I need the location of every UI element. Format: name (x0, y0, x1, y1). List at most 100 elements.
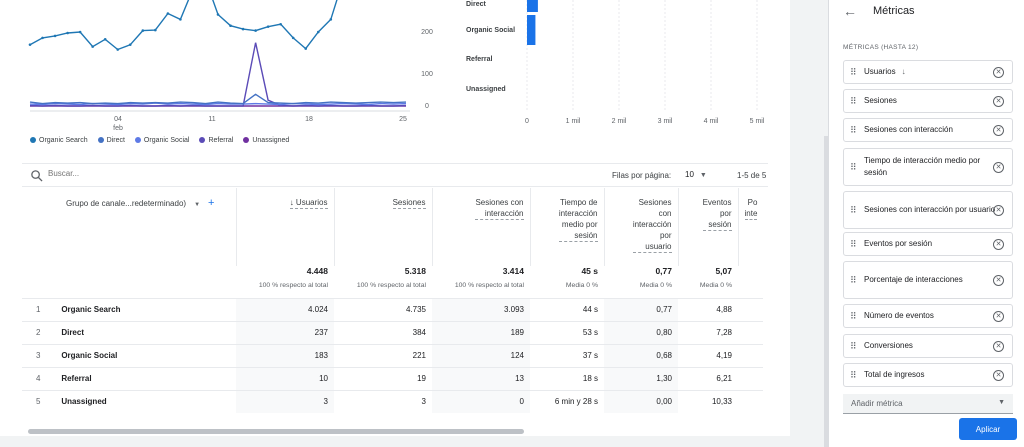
column-header[interactable]: Sesiones (333, 188, 432, 266)
legend-item[interactable]: Organic Search (30, 137, 88, 144)
table-cell: 4,19 (678, 343, 738, 367)
legend-item[interactable]: Direct (97, 137, 125, 144)
total-cell: 4.448 100 % respecto al total (236, 266, 334, 298)
metric-chip[interactable]: ⠿ Sesiones con interacción por usuario ✕ (843, 191, 1013, 229)
report-area: 04 feb 11 18 25 200 100 0 0 1 mil 2 mil 3 mil 4 mil 5… (0, 0, 790, 436)
table-cell: 3 (236, 389, 334, 413)
drag-handle-icon[interactable]: ⠿ (850, 275, 857, 285)
data-point (116, 48, 120, 51)
metric-chip[interactable]: ⠿ Sesiones ✕ (843, 89, 1013, 113)
drag-handle-icon[interactable]: ⠿ (850, 311, 857, 321)
table-row[interactable]: 4 Referral 10 19 13 18 s 1,30 6,21 (22, 366, 764, 390)
table-cell: 0 (432, 389, 530, 413)
pagination-text: 1-5 de 5 (737, 171, 767, 180)
drag-handle-icon[interactable]: ⠿ (850, 341, 857, 351)
row-index: 1 (22, 297, 54, 321)
metric-chip-label: Sesiones con interacción por usuario (864, 205, 996, 214)
metric-chip[interactable]: ⠿ Total de ingresos ✕ (843, 363, 1013, 387)
drag-handle-icon[interactable]: ⠿ (850, 239, 857, 249)
x-tick-label: 18 (305, 116, 313, 123)
legend-dot-icon (134, 137, 141, 143)
chevron-down-icon: ▼ (998, 399, 1005, 406)
table-cell: 0,80 (604, 320, 678, 344)
column-header[interactable]: Tiempo de interacción medio por sesión (529, 188, 604, 266)
drag-handle-icon[interactable]: ⠿ (850, 96, 857, 106)
column-header[interactable]: Po inte (737, 188, 764, 266)
total-cell: 5,07 Media 0 % (678, 266, 738, 298)
table-row[interactable]: 1 Organic Search 4.024 4.735 3.093 44 s 0,77 4,… (22, 297, 764, 321)
total-value: 5,07 (715, 266, 732, 276)
vertical-scrollbar[interactable] (824, 136, 828, 447)
series-line-referral (29, 42, 407, 107)
legend-item[interactable]: Referral (199, 137, 233, 144)
table-cell: 4,88 (678, 297, 738, 321)
add-metric-select[interactable]: Añadir métrica ▼ (843, 394, 1013, 414)
metric-chip[interactable]: ⠿ Número de eventos ✕ (843, 304, 1013, 328)
horizontal-scrollbar[interactable] (28, 429, 524, 434)
bar-x-tick-label: 2 mil (612, 118, 627, 125)
column-header[interactable]: Sesiones con interacción (431, 188, 530, 266)
legend-label: Organic Search (39, 137, 88, 144)
metric-chip-label: Usuarios (864, 67, 896, 76)
remove-icon[interactable]: ✕ (993, 310, 1004, 322)
bar-category-label: Referral (466, 56, 493, 63)
drag-handle-icon[interactable]: ⠿ (850, 125, 857, 135)
bar-organic-social (527, 15, 536, 45)
metric-chip[interactable]: ⠿ Sesiones con interacción ✕ (843, 118, 1013, 142)
table-cell: 10,33 (678, 389, 738, 413)
table-row[interactable]: 3 Organic Social 183 221 124 37 s 0,68 4,19 (22, 343, 764, 367)
column-header-label: Tiempo de interacción medio por sesión (558, 198, 598, 242)
remove-icon[interactable]: ✕ (993, 204, 1004, 216)
data-point (216, 13, 220, 16)
data-point (41, 36, 44, 40)
table-cell: 189 (432, 320, 530, 344)
column-header-label: Eventos por sesión (702, 198, 732, 231)
row-dimension: Direct (53, 320, 236, 344)
back-arrow-icon[interactable]: ← (843, 3, 857, 19)
data-point (53, 34, 57, 38)
data-point (241, 27, 245, 31)
table-row[interactable]: 5 Unassigned 3 3 0 6 min y 28 s 0,00 10,33 (22, 389, 764, 413)
data-point (304, 47, 308, 50)
data-point (103, 38, 107, 41)
column-header[interactable]: ↓ Usuarios (235, 188, 334, 266)
total-cell: 3.414 100 % respecto al total (432, 266, 530, 298)
remove-icon[interactable]: ✕ (993, 274, 1004, 286)
remove-icon[interactable]: ✕ (993, 238, 1004, 250)
metric-chip[interactable]: ⠿ Usuarios ↓ ✕ (843, 60, 1013, 84)
metric-chip[interactable]: ⠿ Eventos por sesión ✕ (843, 232, 1013, 256)
column-header-label: Sesiones con interacción (475, 198, 524, 220)
metric-chip[interactable]: ⠿ Tiempo de interacción medio por sesión ✕ (843, 148, 1013, 186)
dimension-header[interactable]: Grupo de canale...redeterminado) ▼ + (22, 188, 236, 266)
table-row[interactable]: 2 Direct 237 384 189 53 s 0,80 7,28 (22, 320, 764, 344)
add-dimension-icon[interactable]: + (208, 197, 215, 209)
remove-icon[interactable]: ✕ (993, 124, 1004, 136)
column-header-label: Sesiones con interacción por usuario (632, 198, 672, 253)
legend-item[interactable]: Organic Social (134, 137, 189, 144)
total-subtitle: 100 % respecto al total (258, 282, 328, 289)
search-input[interactable] (48, 169, 228, 178)
data-point (279, 22, 282, 26)
drag-handle-icon[interactable]: ⠿ (850, 162, 857, 172)
legend-item[interactable]: Unassigned (243, 137, 289, 144)
metric-chip[interactable]: ⠿ Conversiones ✕ (843, 334, 1013, 358)
remove-icon[interactable]: ✕ (993, 369, 1004, 381)
remove-icon[interactable]: ✕ (993, 66, 1004, 78)
remove-icon[interactable]: ✕ (993, 340, 1004, 352)
table-cell: 37 s (530, 343, 604, 367)
drag-handle-icon[interactable]: ⠿ (850, 205, 857, 215)
rows-per-page-select[interactable]: 10 ▼ (685, 170, 707, 179)
row-index: 3 (22, 343, 54, 367)
data-point (28, 43, 32, 46)
column-header[interactable]: Eventos por sesión (677, 188, 738, 266)
remove-icon[interactable]: ✕ (993, 95, 1004, 107)
x-tick-label: 11 (208, 116, 215, 123)
apply-button[interactable]: Aplicar (959, 418, 1017, 440)
column-header[interactable]: Sesiones con interacción por usuario (603, 188, 678, 266)
data-point (291, 36, 295, 40)
remove-icon[interactable]: ✕ (993, 161, 1004, 173)
drag-handle-icon[interactable]: ⠿ (850, 370, 857, 380)
metric-chip[interactable]: ⠿ Porcentaje de interacciones ✕ (843, 261, 1013, 299)
drag-handle-icon[interactable]: ⠿ (850, 67, 857, 77)
sort-arrow-icon: ↓ (901, 67, 906, 76)
